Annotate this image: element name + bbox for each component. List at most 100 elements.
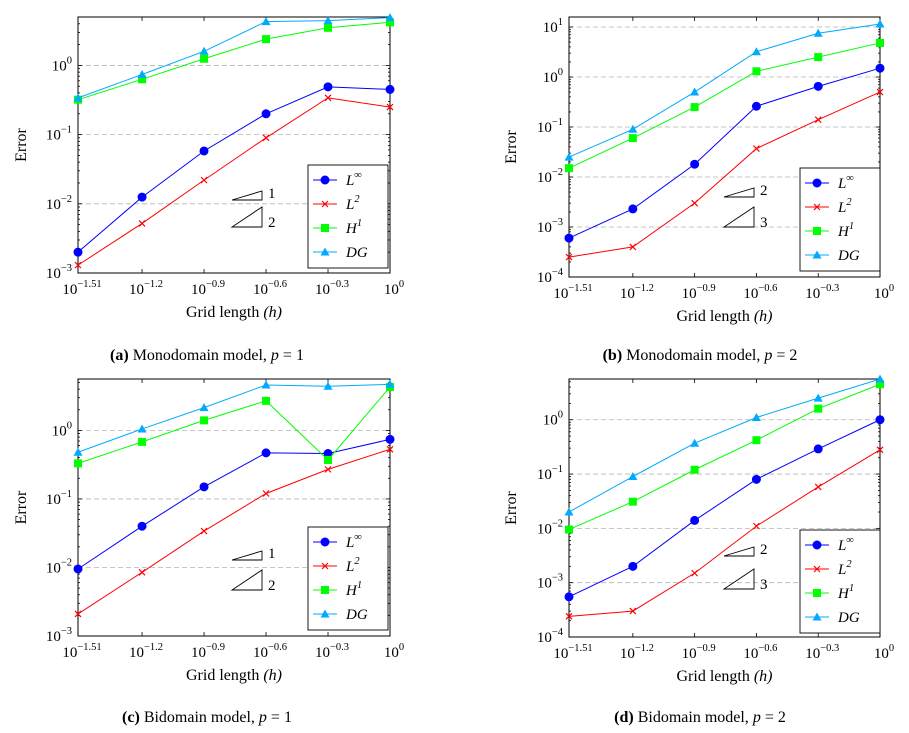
data-point-H1 [628, 134, 637, 143]
legend-label-base: DG [345, 607, 368, 623]
y-tick-base: 10 [537, 630, 552, 646]
y-tick-base: 10 [46, 560, 61, 576]
x-axis-label: Grid length (h) [677, 668, 773, 685]
data-point-H1 [324, 455, 333, 464]
data-point-L2 [814, 483, 822, 491]
y-tick-exponent: −1 [61, 125, 72, 136]
y-tick-label: 10−2 [537, 167, 563, 186]
y-tick-label: 10−1 [537, 117, 563, 136]
x-tick-exponent: 0 [399, 642, 404, 653]
slope-triangle [722, 206, 755, 228]
data-point-L2 [629, 607, 637, 615]
data-point-Linf [323, 82, 333, 92]
caption-var: p [258, 709, 267, 726]
y-tick-label: 10−2 [46, 557, 72, 576]
legend-label-Linf: L∞ [837, 535, 854, 554]
data-point-Linf [813, 444, 823, 454]
slope-label: 3 [760, 577, 768, 593]
y-axis-label: Error [13, 490, 30, 524]
y-tick-base: 10 [537, 576, 552, 592]
slope-triangle [230, 569, 263, 591]
x-tick-label: 10−1.2 [620, 283, 654, 302]
legend-label-sup: 1 [357, 580, 362, 591]
x-tick-label: 10−0.9 [191, 642, 225, 661]
legend-label-sup: ∞ [846, 173, 854, 184]
data-point-DG [628, 124, 638, 133]
data-point-Linf [628, 561, 638, 571]
x-tick-exponent: −0.6 [758, 283, 777, 294]
x-axis-label-text: Grid length [677, 308, 754, 325]
slope-label: 2 [268, 578, 276, 594]
data-point-L2 [324, 465, 332, 473]
y-tick-exponent: −3 [61, 263, 72, 274]
x-tick-exponent: −0.9 [206, 642, 225, 653]
data-point-DG [323, 16, 333, 25]
legend-marker-DG [812, 612, 822, 621]
x-tick-exponent: −0.9 [697, 643, 716, 654]
legend-label-DG: DG [837, 248, 860, 264]
data-point-L2 [200, 527, 208, 535]
y-axis-label: Error [503, 490, 520, 524]
data-point-DG [73, 447, 83, 456]
legend-label-H1: H1 [837, 221, 854, 240]
y-tick-exponent: −2 [61, 557, 72, 568]
y-tick-label: 10−2 [537, 518, 563, 537]
x-tick-exponent: −1.51 [568, 283, 592, 294]
legend-label-base: H [837, 586, 850, 602]
legend-label-Linf: L∞ [837, 173, 854, 192]
x-tick-base: 10 [743, 646, 758, 662]
slope-triangle [723, 187, 755, 198]
x-tick-exponent: −1.51 [77, 279, 101, 290]
slope-label: 2 [268, 215, 276, 231]
x-tick-label: 10−0.3 [315, 279, 349, 298]
legend-label-sup: ∞ [354, 170, 362, 181]
x-tick-label: 10−1.2 [129, 642, 163, 661]
x-tick-label: 10−0.9 [191, 279, 225, 298]
slope-label: 1 [268, 546, 276, 562]
x-tick-base: 10 [129, 645, 144, 661]
y-tick-label: 101 [543, 17, 563, 36]
y-tick-base: 10 [52, 58, 67, 74]
legend-label-H1: H1 [345, 218, 362, 237]
data-point-Linf [751, 101, 761, 111]
data-point-L2 [74, 261, 82, 269]
x-axis-label-var: (h) [754, 308, 773, 325]
data-point-Linf [137, 521, 147, 531]
x-axis-label-text: Grid length [186, 304, 263, 321]
data-point-L2 [752, 145, 760, 153]
legend-label-L2: L2 [345, 194, 360, 213]
y-tick-exponent: −2 [552, 518, 563, 529]
data-point-H1 [324, 23, 333, 32]
x-tick-label: 10−0.3 [805, 283, 839, 302]
series-line-Linf [568, 67, 881, 239]
series-line-L2 [77, 97, 391, 266]
data-point-Linf [875, 415, 885, 425]
x-axis-label: Grid length (h) [186, 304, 282, 321]
y-tick-base: 10 [537, 220, 552, 236]
caption-tag: (d) [614, 709, 634, 726]
data-point-H1 [138, 75, 147, 84]
data-point-Linf [199, 146, 209, 156]
x-tick-base: 10 [620, 646, 635, 662]
x-tick-base: 10 [384, 282, 399, 298]
legend-label-base: DG [837, 248, 860, 264]
legend-label-H1: H1 [345, 580, 362, 599]
x-tick-base: 10 [553, 286, 568, 302]
legend-marker-L2 [321, 200, 329, 208]
data-point-L2 [752, 522, 760, 530]
caption-eq: = 2 [761, 709, 786, 726]
y-tick-base: 10 [537, 521, 552, 537]
slope-triangle [231, 190, 263, 201]
data-point-Linf [813, 81, 823, 91]
slope-triangle [231, 550, 263, 561]
data-point-L2 [876, 88, 884, 96]
data-point-H1 [138, 437, 147, 446]
data-point-Linf [564, 592, 574, 602]
legend-label-base: L [345, 535, 354, 551]
legend-marker-H1 [813, 589, 821, 597]
y-tick-base: 10 [46, 197, 61, 213]
